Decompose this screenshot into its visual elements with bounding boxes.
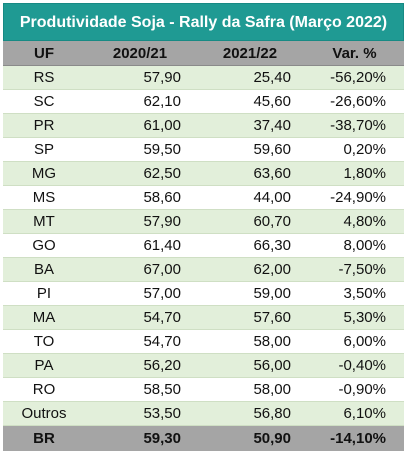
- header-var: Var. %: [305, 41, 404, 66]
- cell-var: 8,00%: [305, 234, 404, 258]
- cell-2021-22: 25,40: [195, 66, 305, 90]
- table-row: Outros 53,50 56,80 6,10%: [3, 402, 404, 426]
- cell-uf: PI: [3, 282, 85, 306]
- table-row: TO 54,70 58,00 6,00%: [3, 330, 404, 354]
- table-row: BA 67,00 62,00 -7,50%: [3, 258, 404, 282]
- cell-uf: MG: [3, 162, 85, 186]
- table-row: PA 56,20 56,00 -0,40%: [3, 354, 404, 378]
- table-row: SC 62,10 45,60 -26,60%: [3, 90, 404, 114]
- cell-2021-22: 44,00: [195, 186, 305, 210]
- cell-var: -38,70%: [305, 114, 404, 138]
- cell-uf: SC: [3, 90, 85, 114]
- table-row: MA 54,70 57,60 5,30%: [3, 306, 404, 330]
- cell-2021-22: 56,80: [195, 402, 305, 426]
- cell-2020-21: 59,50: [85, 138, 195, 162]
- total-uf: BR: [3, 426, 85, 451]
- cell-var: -26,60%: [305, 90, 404, 114]
- total-row: BR 59,30 50,90 -14,10%: [3, 426, 404, 451]
- table-row: GO 61,40 66,30 8,00%: [3, 234, 404, 258]
- table-row: RO 58,50 58,00 -0,90%: [3, 378, 404, 402]
- cell-2020-21: 61,00: [85, 114, 195, 138]
- table-row: MS 58,60 44,00 -24,90%: [3, 186, 404, 210]
- cell-2020-21: 57,00: [85, 282, 195, 306]
- cell-2021-22: 66,30: [195, 234, 305, 258]
- productivity-table: UF 2020/21 2021/22 Var. % RS 57,90 25,40…: [3, 41, 404, 451]
- cell-2021-22: 59,60: [195, 138, 305, 162]
- cell-var: -7,50%: [305, 258, 404, 282]
- cell-2021-22: 57,60: [195, 306, 305, 330]
- header-uf: UF: [3, 41, 85, 66]
- total-2020-21: 59,30: [85, 426, 195, 451]
- cell-var: 6,10%: [305, 402, 404, 426]
- cell-var: 6,00%: [305, 330, 404, 354]
- table-row: RS 57,90 25,40 -56,20%: [3, 66, 404, 90]
- cell-2021-22: 58,00: [195, 330, 305, 354]
- cell-2020-21: 54,70: [85, 330, 195, 354]
- cell-uf: RS: [3, 66, 85, 90]
- cell-uf: MS: [3, 186, 85, 210]
- cell-2020-21: 54,70: [85, 306, 195, 330]
- table-row: MT 57,90 60,70 4,80%: [3, 210, 404, 234]
- cell-uf: BA: [3, 258, 85, 282]
- cell-2020-21: 61,40: [85, 234, 195, 258]
- cell-var: -0,40%: [305, 354, 404, 378]
- cell-var: -56,20%: [305, 66, 404, 90]
- table-title: Produtividade Soja - Rally da Safra (Mar…: [3, 3, 404, 41]
- cell-2020-21: 62,10: [85, 90, 195, 114]
- table-row: PR 61,00 37,40 -38,70%: [3, 114, 404, 138]
- cell-var: -24,90%: [305, 186, 404, 210]
- cell-uf: GO: [3, 234, 85, 258]
- cell-2020-21: 57,90: [85, 210, 195, 234]
- cell-2020-21: 67,00: [85, 258, 195, 282]
- cell-2021-22: 60,70: [195, 210, 305, 234]
- cell-2020-21: 56,20: [85, 354, 195, 378]
- total-2021-22: 50,90: [195, 426, 305, 451]
- cell-2021-22: 59,00: [195, 282, 305, 306]
- cell-2021-22: 62,00: [195, 258, 305, 282]
- cell-uf: SP: [3, 138, 85, 162]
- cell-var: 0,20%: [305, 138, 404, 162]
- cell-var: 4,80%: [305, 210, 404, 234]
- cell-2020-21: 62,50: [85, 162, 195, 186]
- header-row: UF 2020/21 2021/22 Var. %: [3, 41, 404, 66]
- cell-2020-21: 58,60: [85, 186, 195, 210]
- cell-2021-22: 56,00: [195, 354, 305, 378]
- cell-uf: Outros: [3, 402, 85, 426]
- header-2021-22: 2021/22: [195, 41, 305, 66]
- cell-2021-22: 37,40: [195, 114, 305, 138]
- cell-uf: RO: [3, 378, 85, 402]
- header-2020-21: 2020/21: [85, 41, 195, 66]
- cell-2021-22: 58,00: [195, 378, 305, 402]
- table-row: MG 62,50 63,60 1,80%: [3, 162, 404, 186]
- cell-uf: PR: [3, 114, 85, 138]
- cell-2021-22: 45,60: [195, 90, 305, 114]
- cell-uf: MA: [3, 306, 85, 330]
- cell-uf: MT: [3, 210, 85, 234]
- cell-var: 5,30%: [305, 306, 404, 330]
- table-row: SP 59,50 59,60 0,20%: [3, 138, 404, 162]
- cell-2020-21: 53,50: [85, 402, 195, 426]
- cell-2021-22: 63,60: [195, 162, 305, 186]
- cell-var: -0,90%: [305, 378, 404, 402]
- total-var: -14,10%: [305, 426, 404, 451]
- cell-var: 1,80%: [305, 162, 404, 186]
- cell-uf: TO: [3, 330, 85, 354]
- cell-uf: PA: [3, 354, 85, 378]
- cell-var: 3,50%: [305, 282, 404, 306]
- cell-2020-21: 58,50: [85, 378, 195, 402]
- cell-2020-21: 57,90: [85, 66, 195, 90]
- table-row: PI 57,00 59,00 3,50%: [3, 282, 404, 306]
- productivity-table-panel: Produtividade Soja - Rally da Safra (Mar…: [3, 3, 404, 451]
